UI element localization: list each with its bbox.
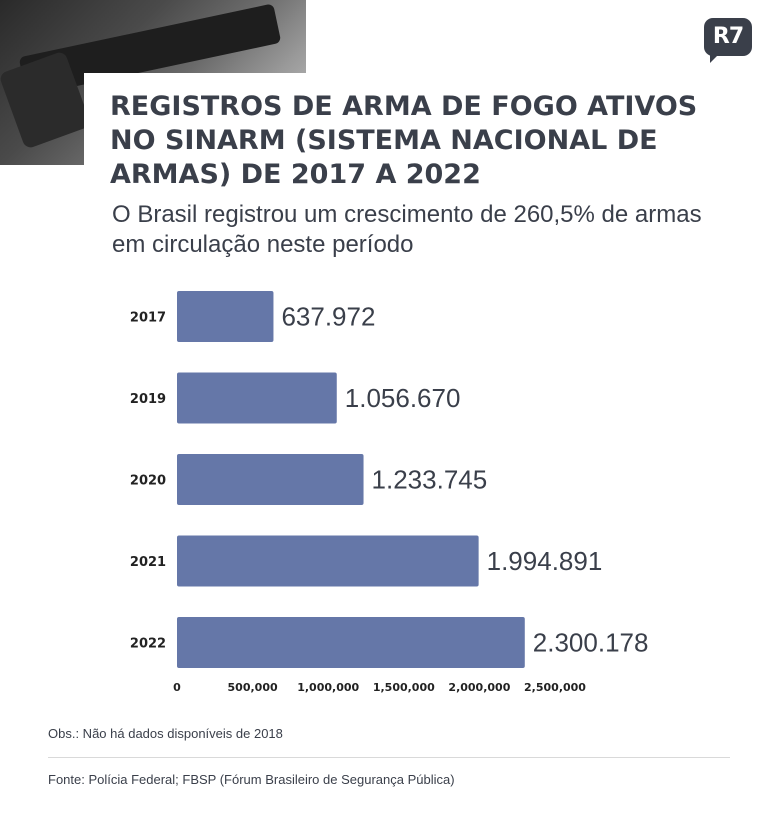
x-tick-label: 0 [173, 681, 181, 694]
data-label: 1.056.670 [345, 383, 461, 413]
x-tick-label: 2,500,000 [524, 681, 586, 694]
bar [177, 372, 337, 424]
bar [177, 617, 525, 668]
footer-divider [48, 757, 730, 758]
y-tick-label: 2022 [130, 637, 166, 652]
content-panel [84, 73, 771, 816]
data-label: 637.972 [281, 302, 375, 332]
r7-logo: R7 [704, 18, 752, 63]
bar [177, 454, 364, 505]
bar [177, 291, 274, 342]
chart-title: REGISTROS DE ARMA DE FOGO ATIVOS NO SINA… [110, 91, 698, 190]
x-tick-label: 1,000,000 [297, 681, 359, 694]
y-tick-label: 2019 [130, 392, 166, 407]
data-label: 2.300.178 [533, 628, 649, 658]
x-tick-label: 1,500,000 [373, 681, 435, 694]
source-credit: Fonte: Polícia Federal; FBSP (Fórum Bras… [48, 772, 455, 787]
data-note: Obs.: Não há dados disponíveis de 2018 [48, 726, 283, 741]
y-tick-label: 2017 [130, 311, 166, 326]
bar [177, 535, 479, 587]
y-tick-label: 2020 [130, 474, 166, 489]
x-tick-label: 500,000 [228, 681, 278, 694]
x-tick-label: 2,000,000 [448, 681, 510, 694]
y-tick-label: 2021 [130, 555, 166, 570]
data-label: 1.233.745 [372, 465, 488, 495]
data-label: 1.994.891 [487, 546, 603, 576]
chart-subtitle: O Brasil registrou um crescimento de 260… [112, 201, 702, 258]
